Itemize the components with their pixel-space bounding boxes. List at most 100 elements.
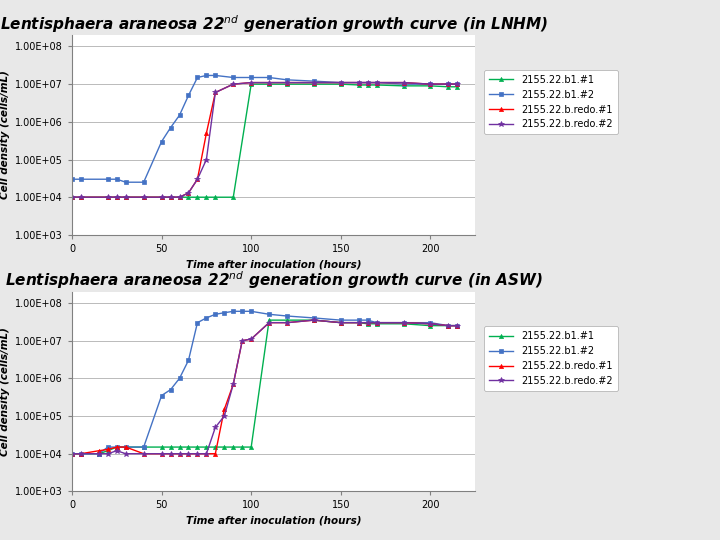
2155.22.b1.#1 xyxy=(157,194,166,200)
2155.22.b.redo.#1 xyxy=(68,194,76,200)
2155.22.b.redo.#1 xyxy=(444,81,453,87)
2155.22.b1.#2 xyxy=(444,322,453,329)
2155.22.b1.#2 xyxy=(175,375,184,382)
Line: 2155.22.b.redo.#2: 2155.22.b.redo.#2 xyxy=(69,80,460,200)
2155.22.b.redo.#2 xyxy=(354,79,363,86)
2155.22.b.redo.#1 xyxy=(310,79,318,86)
2155.22.b.redo.#1 xyxy=(184,190,193,196)
2155.22.b.redo.#1 xyxy=(202,130,211,137)
2155.22.b1.#2 xyxy=(68,450,76,457)
2155.22.b1.#1 xyxy=(184,444,193,450)
2155.22.b1.#1 xyxy=(354,320,363,326)
Y-axis label: Cell density (cells/mL): Cell density (cells/mL) xyxy=(0,71,9,199)
2155.22.b.redo.#2 xyxy=(426,321,435,327)
Line: 2155.22.b1.#1: 2155.22.b1.#1 xyxy=(70,82,459,199)
2155.22.b.redo.#2 xyxy=(211,89,220,96)
Title: Lentisphaera araneosa 22$^{nd}$ generation growth curve (in ASW): Lentisphaera araneosa 22$^{nd}$ generati… xyxy=(5,269,542,291)
2155.22.b.redo.#2 xyxy=(211,424,220,430)
2155.22.b.redo.#1 xyxy=(104,194,112,200)
2155.22.b.redo.#2 xyxy=(399,79,408,86)
2155.22.b.redo.#1 xyxy=(265,320,274,326)
2155.22.b.redo.#2 xyxy=(202,450,211,457)
2155.22.b.redo.#2 xyxy=(444,81,453,87)
2155.22.b.redo.#2 xyxy=(140,194,148,200)
2155.22.b.redo.#1 xyxy=(247,336,256,342)
2155.22.b1.#2 xyxy=(399,81,408,87)
2155.22.b.redo.#2 xyxy=(229,381,238,387)
2155.22.b1.#2 xyxy=(76,176,85,183)
2155.22.b1.#1 xyxy=(372,321,381,327)
2155.22.b.redo.#2 xyxy=(175,450,184,457)
2155.22.b1.#1 xyxy=(104,448,112,454)
2155.22.b1.#1 xyxy=(94,450,103,457)
2155.22.b1.#1 xyxy=(247,444,256,450)
Line: 2155.22.b.redo.#1: 2155.22.b.redo.#1 xyxy=(70,80,459,199)
2155.22.b1.#2 xyxy=(104,176,112,183)
2155.22.b.redo.#2 xyxy=(193,176,202,183)
2155.22.b1.#2 xyxy=(122,444,130,450)
2155.22.b.redo.#2 xyxy=(426,81,435,87)
2155.22.b.redo.#2 xyxy=(265,79,274,86)
2155.22.b.redo.#2 xyxy=(193,450,202,457)
2155.22.b.redo.#1 xyxy=(94,448,103,454)
2155.22.b.redo.#2 xyxy=(94,450,103,457)
2155.22.b1.#2 xyxy=(184,357,193,363)
2155.22.b1.#1 xyxy=(399,83,408,89)
2155.22.b1.#1 xyxy=(211,194,220,200)
2155.22.b1.#2 xyxy=(211,72,220,79)
2155.22.b.redo.#1 xyxy=(140,194,148,200)
2155.22.b1.#1 xyxy=(175,444,184,450)
2155.22.b1.#1 xyxy=(68,194,76,200)
2155.22.b.redo.#1 xyxy=(310,317,318,323)
2155.22.b.redo.#1 xyxy=(68,450,76,457)
2155.22.b1.#2 xyxy=(354,79,363,86)
X-axis label: Time after inoculation (hours): Time after inoculation (hours) xyxy=(186,516,361,526)
2155.22.b.redo.#1 xyxy=(112,194,121,200)
2155.22.b.redo.#2 xyxy=(310,79,318,86)
2155.22.b1.#2 xyxy=(283,77,292,83)
2155.22.b.redo.#1 xyxy=(166,194,175,200)
2155.22.b.redo.#1 xyxy=(184,450,193,457)
2155.22.b1.#2 xyxy=(354,317,363,323)
2155.22.b.redo.#1 xyxy=(444,322,453,329)
2155.22.b1.#1 xyxy=(310,81,318,87)
2155.22.b.redo.#2 xyxy=(157,194,166,200)
2155.22.b.redo.#1 xyxy=(399,320,408,326)
Line: 2155.22.b.redo.#2: 2155.22.b.redo.#2 xyxy=(69,318,460,456)
2155.22.b.redo.#2 xyxy=(372,320,381,326)
2155.22.b.redo.#2 xyxy=(336,79,345,86)
2155.22.b.redo.#2 xyxy=(175,194,184,200)
2155.22.b1.#1 xyxy=(112,444,121,450)
2155.22.b1.#1 xyxy=(336,320,345,326)
2155.22.b.redo.#1 xyxy=(202,450,211,457)
2155.22.b1.#1 xyxy=(202,194,211,200)
2155.22.b1.#2 xyxy=(140,444,148,450)
2155.22.b1.#1 xyxy=(166,444,175,450)
2155.22.b.redo.#1 xyxy=(211,89,220,96)
2155.22.b1.#2 xyxy=(104,444,112,450)
2155.22.b.redo.#2 xyxy=(372,79,381,86)
2155.22.b1.#1 xyxy=(364,321,372,327)
2155.22.b.redo.#2 xyxy=(104,450,112,457)
2155.22.b.redo.#1 xyxy=(193,176,202,183)
2155.22.b1.#1 xyxy=(122,444,130,450)
2155.22.b1.#1 xyxy=(76,450,85,457)
2155.22.b.redo.#2 xyxy=(140,450,148,457)
2155.22.b.redo.#1 xyxy=(399,79,408,86)
2155.22.b1.#2 xyxy=(193,320,202,326)
2155.22.b.redo.#1 xyxy=(283,79,292,86)
2155.22.b.redo.#1 xyxy=(283,320,292,326)
2155.22.b1.#1 xyxy=(229,194,238,200)
2155.22.b.redo.#2 xyxy=(310,317,318,323)
2155.22.b.redo.#2 xyxy=(184,450,193,457)
2155.22.b.redo.#1 xyxy=(372,320,381,326)
2155.22.b1.#2 xyxy=(247,308,256,314)
2155.22.b.redo.#1 xyxy=(104,446,112,453)
2155.22.b1.#1 xyxy=(122,194,130,200)
2155.22.b1.#1 xyxy=(453,84,462,90)
2155.22.b.redo.#1 xyxy=(453,81,462,87)
2155.22.b1.#1 xyxy=(453,322,462,329)
X-axis label: Time after inoculation (hours): Time after inoculation (hours) xyxy=(186,260,361,269)
2155.22.b.redo.#1 xyxy=(265,79,274,86)
2155.22.b.redo.#2 xyxy=(364,79,372,86)
